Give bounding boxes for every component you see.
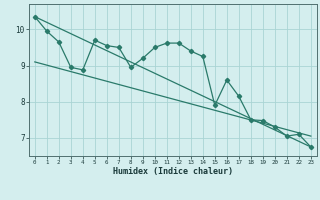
X-axis label: Humidex (Indice chaleur): Humidex (Indice chaleur): [113, 167, 233, 176]
